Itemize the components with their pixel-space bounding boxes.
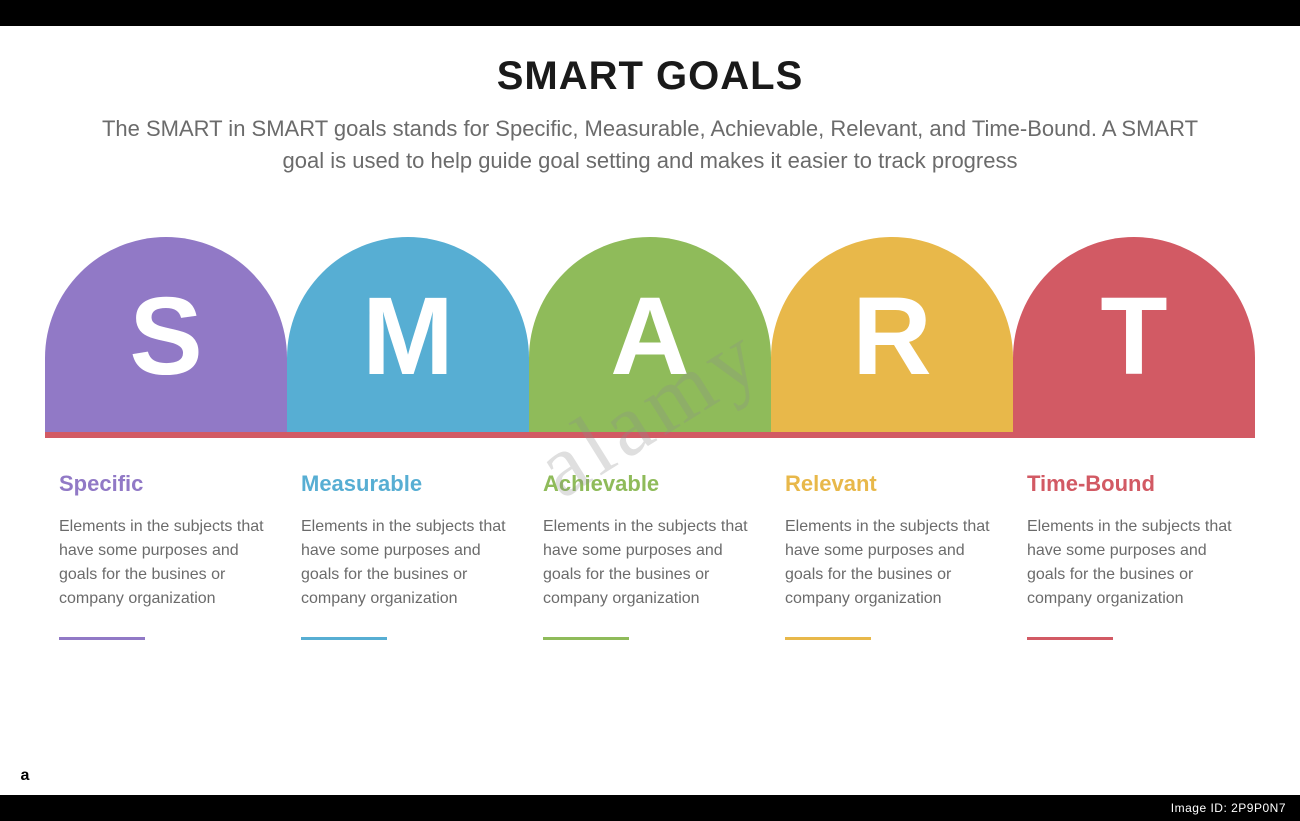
column-specific: Specific Elements in the subjects that ha… xyxy=(45,471,287,640)
arch-time-bound: T xyxy=(1013,237,1255,437)
arch-specific: S xyxy=(45,237,287,437)
column-measurable: Measurable Elements in the subjects that … xyxy=(287,471,529,640)
column-title: Measurable xyxy=(301,471,515,497)
arch-achievable: A xyxy=(529,237,771,437)
arch-letter: A xyxy=(610,273,689,400)
column-rule xyxy=(543,637,629,640)
column-desc: Elements in the subjects that have some … xyxy=(59,515,273,611)
column-rule xyxy=(59,637,145,640)
arch-relevant: R xyxy=(771,237,1013,437)
column-desc: Elements in the subjects that have some … xyxy=(543,515,757,611)
page-title: SMART GOALS xyxy=(497,54,804,99)
arch-letter: S xyxy=(129,273,202,400)
arches-underline xyxy=(45,432,1255,438)
column-title: Achievable xyxy=(543,471,757,497)
column-desc: Elements in the subjects that have some … xyxy=(301,515,515,611)
column-desc: Elements in the subjects that have some … xyxy=(1027,515,1241,611)
arch-letter: R xyxy=(852,273,931,400)
column-rule xyxy=(785,637,871,640)
letterbox-bottom xyxy=(0,795,1300,821)
page-subtitle: The SMART in SMART goals stands for Spec… xyxy=(90,113,1210,177)
column-desc: Elements in the subjects that have some … xyxy=(785,515,999,611)
column-time-bound: Time-Bound Elements in the subjects that … xyxy=(1013,471,1255,640)
column-rule xyxy=(301,637,387,640)
stock-logo: a alamy xyxy=(14,765,83,787)
infographic-canvas: SMART GOALS The SMART in SMART goals sta… xyxy=(0,26,1300,795)
column-achievable: Achievable Elements in the subjects that … xyxy=(529,471,771,640)
stock-logo-icon: a xyxy=(14,765,36,787)
column-title: Specific xyxy=(59,471,273,497)
stock-image-id: Image ID: 2P9P0N7 xyxy=(1171,801,1286,815)
column-rule xyxy=(1027,637,1113,640)
column-relevant: Relevant Elements in the subjects that ha… xyxy=(771,471,1013,640)
labels-row: Specific Elements in the subjects that ha… xyxy=(45,471,1255,640)
letterbox-top xyxy=(0,0,1300,26)
arches-row: SMART xyxy=(45,237,1255,437)
arch-letter: T xyxy=(1100,273,1167,400)
column-title: Relevant xyxy=(785,471,999,497)
stock-logo-text: alamy xyxy=(40,768,83,785)
arch-letter: M xyxy=(362,273,454,400)
arch-measurable: M xyxy=(287,237,529,437)
column-title: Time-Bound xyxy=(1027,471,1241,497)
